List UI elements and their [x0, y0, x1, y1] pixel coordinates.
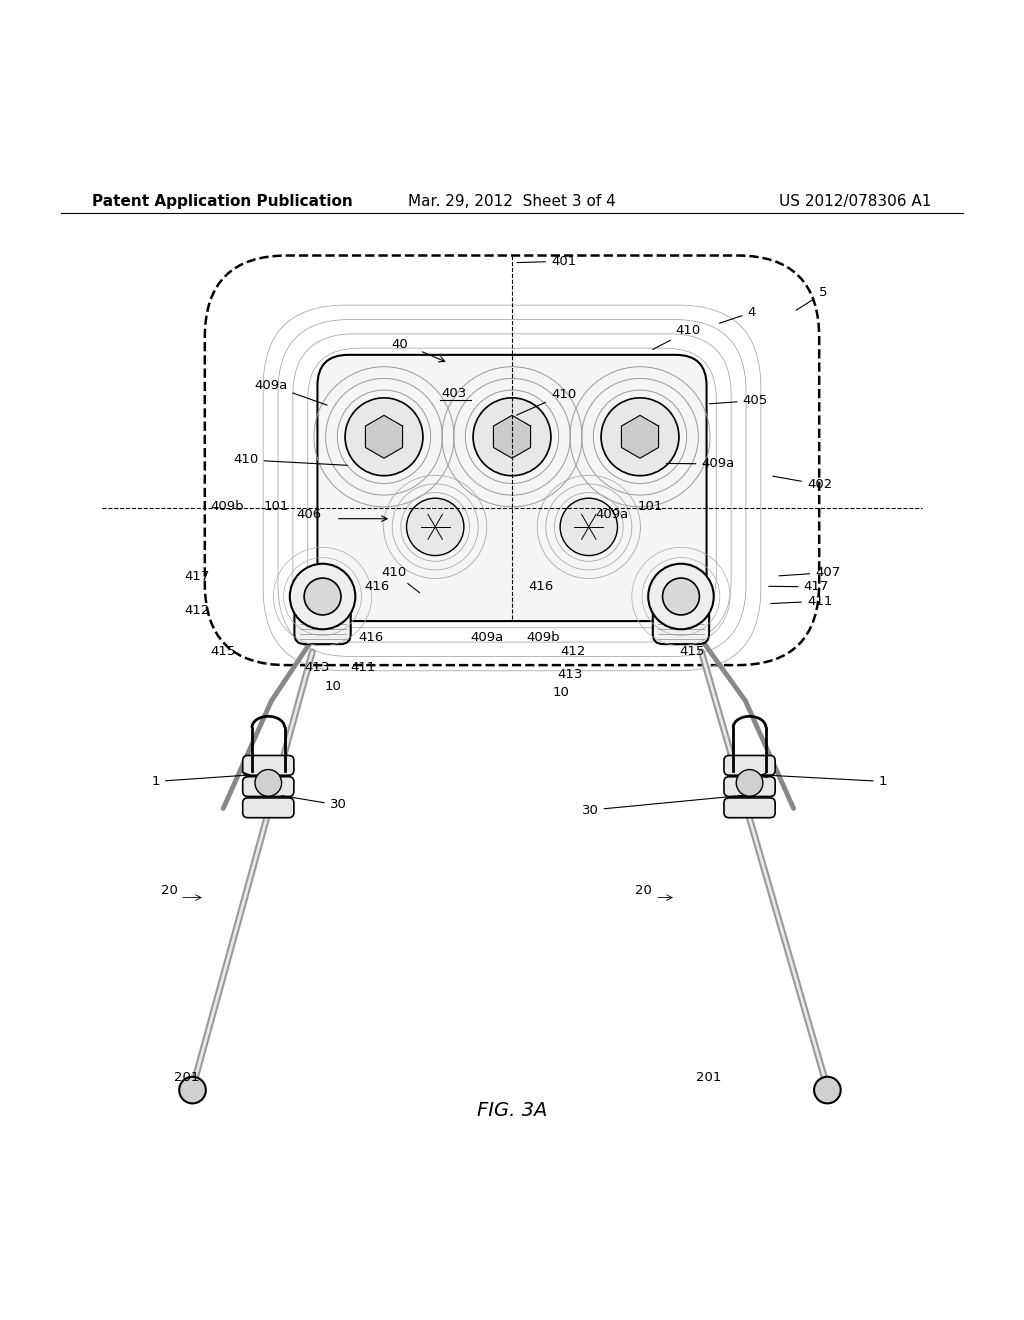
Text: 410: 410: [652, 325, 701, 350]
Text: 412: 412: [561, 645, 586, 659]
Polygon shape: [622, 416, 658, 458]
Text: 30: 30: [582, 796, 742, 817]
Text: 409b: 409b: [526, 631, 559, 644]
Text: 201: 201: [696, 1072, 721, 1084]
Text: 403: 403: [441, 387, 466, 400]
Circle shape: [560, 498, 617, 556]
Text: 201: 201: [174, 1072, 199, 1084]
Text: 417: 417: [769, 581, 829, 594]
Circle shape: [407, 498, 464, 556]
FancyBboxPatch shape: [724, 797, 775, 817]
Circle shape: [663, 582, 699, 619]
Text: 10: 10: [325, 680, 341, 693]
Text: 40: 40: [391, 338, 408, 351]
Text: 409a: 409a: [471, 631, 504, 644]
Circle shape: [179, 1077, 206, 1104]
Circle shape: [648, 564, 714, 630]
Text: 401: 401: [517, 255, 577, 268]
Text: 413: 413: [305, 661, 330, 673]
Text: Mar. 29, 2012  Sheet 3 of 4: Mar. 29, 2012 Sheet 3 of 4: [409, 194, 615, 209]
Circle shape: [601, 397, 679, 475]
Text: 415: 415: [211, 645, 236, 659]
Text: 412: 412: [184, 605, 209, 618]
Circle shape: [736, 770, 763, 796]
Text: 416: 416: [528, 579, 553, 593]
Circle shape: [473, 397, 551, 475]
FancyBboxPatch shape: [317, 355, 707, 622]
Text: 101: 101: [638, 500, 663, 513]
Text: 413: 413: [558, 668, 583, 681]
Text: 410: 410: [516, 388, 577, 416]
Text: 101: 101: [264, 500, 289, 513]
Text: 1: 1: [762, 772, 887, 788]
Text: 411: 411: [771, 595, 833, 607]
Text: 417: 417: [184, 569, 209, 582]
FancyBboxPatch shape: [243, 755, 294, 775]
Text: 409a: 409a: [596, 508, 629, 521]
Text: 407: 407: [779, 566, 841, 579]
Text: FIG. 3A: FIG. 3A: [477, 1101, 547, 1121]
Text: 409b: 409b: [211, 500, 244, 513]
FancyBboxPatch shape: [653, 578, 710, 644]
Polygon shape: [366, 416, 402, 458]
Text: 20: 20: [161, 884, 177, 896]
Text: 410: 410: [381, 566, 420, 593]
Text: 10: 10: [553, 686, 569, 700]
Text: US 2012/078306 A1: US 2012/078306 A1: [779, 194, 932, 209]
Text: Patent Application Publication: Patent Application Publication: [92, 194, 353, 209]
Text: 402: 402: [773, 477, 833, 491]
Text: 406: 406: [297, 508, 322, 521]
Text: 416: 416: [358, 631, 383, 644]
Circle shape: [255, 770, 282, 796]
Text: 409a: 409a: [667, 458, 734, 470]
Circle shape: [814, 1077, 841, 1104]
Text: 30: 30: [282, 796, 346, 812]
Text: 20: 20: [635, 884, 651, 896]
FancyBboxPatch shape: [724, 776, 775, 796]
FancyBboxPatch shape: [295, 578, 350, 644]
FancyBboxPatch shape: [243, 776, 294, 796]
Circle shape: [304, 578, 341, 615]
Polygon shape: [494, 416, 530, 458]
Text: 5: 5: [796, 286, 827, 310]
Circle shape: [663, 578, 699, 615]
Text: 411: 411: [351, 661, 376, 673]
Text: 409a: 409a: [254, 379, 327, 405]
Text: 410: 410: [233, 453, 347, 466]
Circle shape: [345, 397, 423, 475]
FancyBboxPatch shape: [724, 755, 775, 775]
Text: 1: 1: [152, 772, 250, 788]
FancyBboxPatch shape: [243, 797, 294, 817]
Text: 4: 4: [720, 306, 756, 323]
Text: 415: 415: [680, 645, 705, 659]
Text: 405: 405: [710, 393, 768, 407]
Circle shape: [304, 582, 341, 619]
Text: 416: 416: [365, 579, 389, 593]
Circle shape: [290, 564, 355, 630]
